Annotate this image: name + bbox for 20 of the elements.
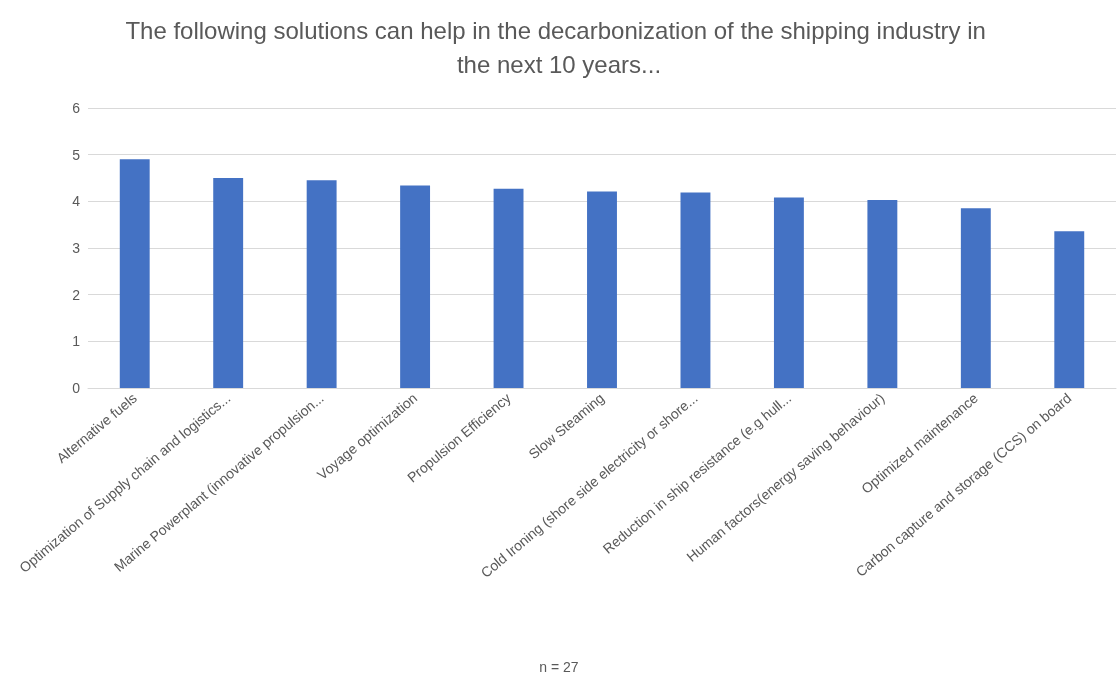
bar xyxy=(400,185,431,388)
bar xyxy=(773,197,804,388)
bar xyxy=(493,188,524,388)
y-tick-label: 3 xyxy=(72,240,81,256)
bar xyxy=(1054,231,1085,388)
chart-title: The following solutions can help in the decarbonization of the shipping industry in the next 10 years... xyxy=(125,16,993,78)
bar xyxy=(119,159,150,388)
bar xyxy=(213,178,244,388)
y-tick-label: 4 xyxy=(72,193,81,210)
y-tick-label: 0 xyxy=(72,380,81,396)
bar xyxy=(960,208,991,388)
y-tick-label: 2 xyxy=(72,286,81,303)
y-tick-label: 6 xyxy=(72,100,81,116)
y-tick-label: 5 xyxy=(72,146,81,163)
text: n = 27 xyxy=(539,659,579,675)
bar xyxy=(306,180,337,388)
bar xyxy=(587,191,617,388)
bar xyxy=(867,199,898,388)
y-tick-label: 1 xyxy=(72,333,81,350)
bar xyxy=(680,192,711,388)
